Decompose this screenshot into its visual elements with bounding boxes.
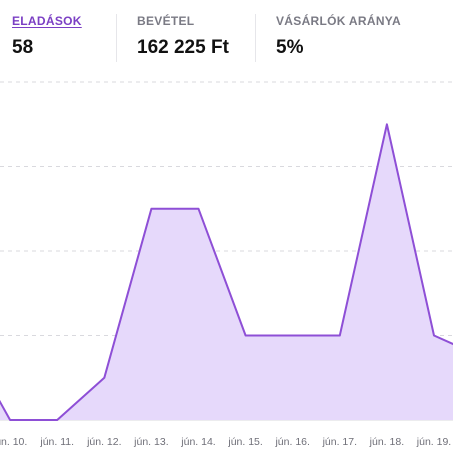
x-tick-label: jún. 12. xyxy=(86,436,121,448)
x-axis-ticks: jún. 9.jún. 10.jún. 11.jún. 12.jún. 13.j… xyxy=(0,436,451,448)
x-tick-label: jún. 18. xyxy=(369,436,404,448)
series-line xyxy=(0,123,453,421)
kpi-tabs: ELADÁSOK 58 BEVÉTEL 162 225 Ft VÁSÁRLÓK … xyxy=(0,0,453,70)
data-point[interactable] xyxy=(385,122,389,126)
kpi-revenue[interactable]: BEVÉTEL 162 225 Ft xyxy=(137,14,229,59)
kpi-sales-label[interactable]: ELADÁSOK xyxy=(12,14,82,28)
data-point[interactable] xyxy=(197,207,201,211)
kpi-revenue-value: 162 225 Ft xyxy=(137,37,229,58)
data-point[interactable] xyxy=(55,418,59,422)
data-point[interactable] xyxy=(102,376,106,380)
kpi-conversion-rate-value: 5% xyxy=(276,37,304,58)
x-tick-label: jún. 15. xyxy=(227,436,262,448)
kpi-sales[interactable]: ELADÁSOK 58 xyxy=(12,14,82,59)
data-point[interactable] xyxy=(8,418,12,422)
area-fill xyxy=(0,124,453,420)
data-point[interactable] xyxy=(149,207,153,211)
kpi-conversion-rate-label[interactable]: VÁSÁRLÓK ARÁNYA xyxy=(276,14,401,28)
data-point[interactable] xyxy=(291,334,295,338)
x-tick-label: jún. 11. xyxy=(39,436,74,448)
x-tick-label: jún. 14. xyxy=(180,436,215,448)
kpi-revenue-label[interactable]: BEVÉTEL xyxy=(137,14,195,28)
x-tick-label: jún. 19. xyxy=(416,436,451,448)
data-point[interactable] xyxy=(338,334,342,338)
x-tick-label: jún. 17. xyxy=(322,436,357,448)
kpi-sales-value: 58 xyxy=(12,37,34,58)
x-tick-label: jún. 10. xyxy=(0,436,27,448)
kpi-divider xyxy=(255,14,256,62)
kpi-conversion-rate[interactable]: VÁSÁRLÓK ARÁNYA 5% xyxy=(276,14,401,59)
kpi-divider xyxy=(116,14,117,62)
x-tick-label: jún. 13. xyxy=(133,436,168,448)
data-point[interactable] xyxy=(432,334,436,338)
x-tick-label: jún. 16. xyxy=(274,436,309,448)
data-point[interactable] xyxy=(244,334,248,338)
